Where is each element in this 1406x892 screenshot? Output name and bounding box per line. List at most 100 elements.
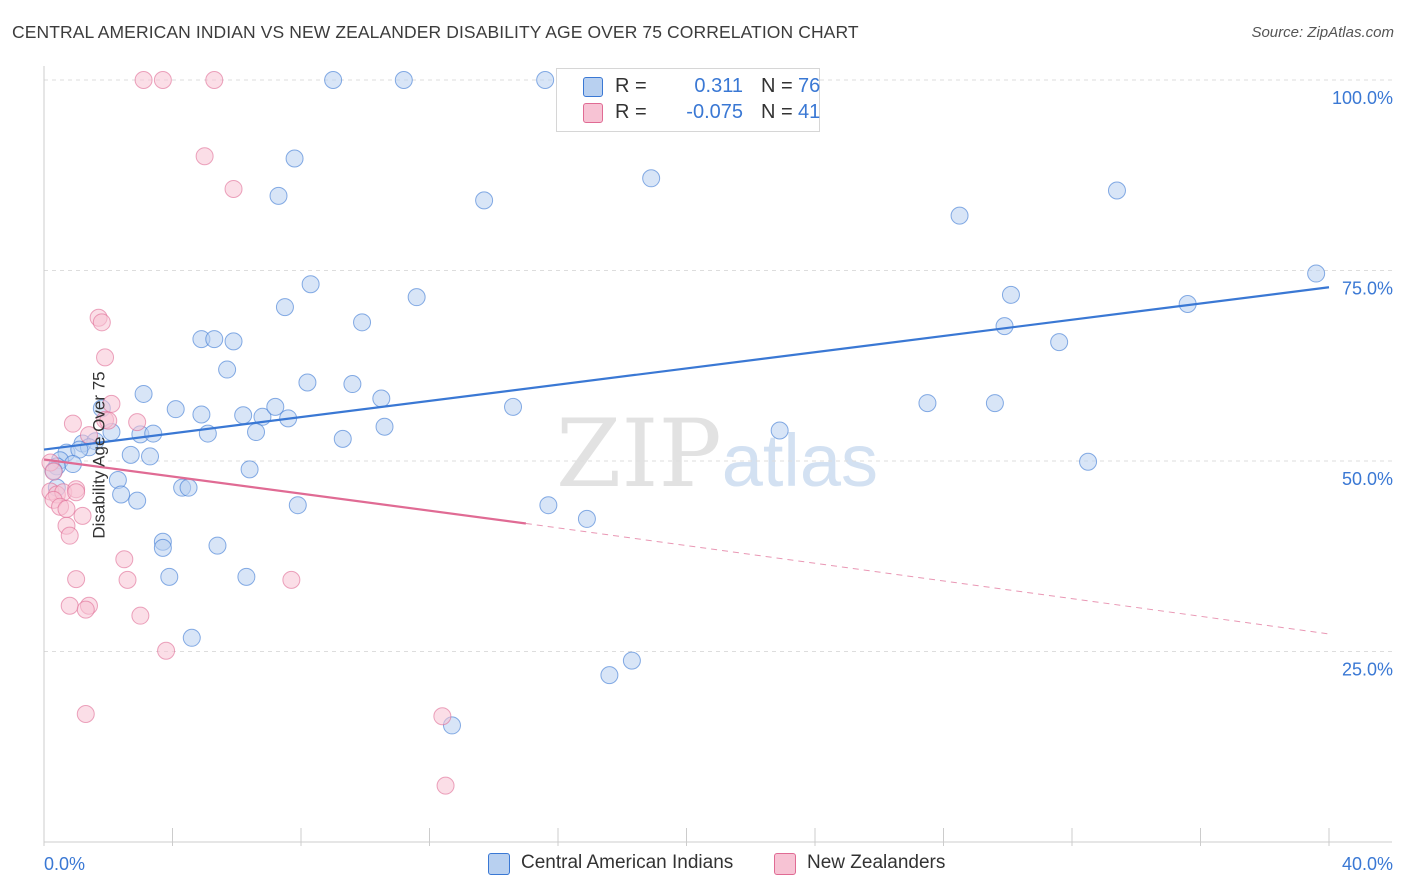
data-point-central-american-indians	[144, 424, 163, 443]
data-point-new-zealanders	[436, 776, 455, 795]
data-point-central-american-indians	[577, 509, 596, 528]
data-point-central-american-indians	[770, 421, 789, 440]
data-point-central-american-indians	[372, 389, 391, 408]
chart-title: CENTRAL AMERICAN INDIAN VS NEW ZEALANDER…	[12, 22, 859, 42]
data-point-central-american-indians	[353, 313, 372, 332]
data-point-new-zealanders	[73, 506, 92, 525]
data-point-new-zealanders	[60, 526, 79, 545]
legend-n-label: N =	[761, 75, 793, 97]
y-tick-label: 25.0%	[1342, 660, 1393, 680]
data-point-new-zealanders	[157, 641, 176, 660]
y-axis-label: Disability Age Over 75	[89, 371, 109, 539]
data-point-new-zealanders	[67, 570, 86, 589]
legend-r-label: R =	[615, 101, 647, 123]
legend-swatch-pink	[583, 103, 603, 123]
data-point-central-american-indians	[995, 317, 1014, 336]
data-point-central-american-indians	[324, 71, 343, 89]
data-point-new-zealanders	[282, 570, 301, 589]
data-point-central-american-indians	[504, 397, 523, 416]
data-point-central-american-indians	[269, 186, 288, 205]
data-point-central-american-indians	[288, 496, 307, 515]
data-point-new-zealanders	[67, 483, 86, 502]
data-point-central-american-indians	[1079, 452, 1098, 471]
data-point-central-american-indians	[224, 332, 243, 351]
bottom-legend-swatch-pink	[774, 853, 796, 875]
bottom-legend-label-pink: New Zealanders	[807, 852, 946, 873]
x-tick-label: 0.0%	[44, 854, 85, 874]
data-point-new-zealanders	[128, 413, 147, 432]
data-point-new-zealanders	[118, 570, 137, 589]
data-point-central-american-indians	[121, 445, 140, 464]
data-point-central-american-indians	[539, 496, 558, 515]
y-tick-label: 100.0%	[1332, 88, 1393, 108]
watermark-zip: ZIP	[556, 400, 722, 509]
data-point-central-american-indians	[182, 628, 201, 647]
data-point-central-american-indians	[600, 666, 619, 685]
data-point-central-american-indians	[343, 375, 362, 394]
x-tick-label: 40.0%	[1342, 854, 1393, 874]
data-point-central-american-indians	[112, 485, 131, 504]
trend-line-new-zealanders	[43, 458, 527, 525]
stats-legend: R = 0.311 N = 76 R = -0.075 N = 41	[556, 68, 820, 132]
legend-n-value: 76	[798, 75, 821, 97]
data-point-central-american-indians	[950, 206, 969, 225]
data-point-new-zealanders	[433, 707, 452, 726]
data-point-central-american-indians	[141, 447, 160, 466]
data-point-central-american-indians	[192, 405, 211, 424]
data-point-central-american-indians	[475, 191, 494, 210]
data-point-new-zealanders	[57, 500, 76, 519]
trend-line-extension-new-zealanders	[525, 522, 1330, 635]
data-point-central-american-indians	[1107, 181, 1126, 200]
data-point-new-zealanders	[96, 348, 115, 367]
data-point-new-zealanders	[99, 411, 118, 430]
data-point-new-zealanders	[153, 71, 172, 89]
data-point-central-american-indians	[285, 149, 304, 168]
y-tick-label: 50.0%	[1342, 469, 1393, 489]
data-point-central-american-indians	[298, 373, 317, 392]
data-point-central-american-indians	[218, 360, 237, 379]
data-point-central-american-indians	[166, 400, 185, 419]
legend-r-label: R =	[615, 75, 647, 97]
data-point-central-american-indians	[205, 330, 224, 349]
data-point-central-american-indians	[160, 567, 179, 586]
data-point-central-american-indians	[407, 288, 426, 307]
data-point-central-american-indians	[622, 651, 641, 670]
data-point-central-american-indians	[394, 71, 413, 89]
watermark: ZIPatlas	[556, 400, 878, 509]
legend-r-value: -0.075	[686, 101, 743, 123]
data-point-central-american-indians	[208, 536, 227, 555]
trend-line-central-american-indians	[43, 286, 1330, 451]
data-point-central-american-indians	[1307, 264, 1326, 283]
legend-n-value: 41	[798, 101, 821, 123]
data-point-central-american-indians	[642, 169, 661, 188]
legend-n-label: N =	[761, 101, 793, 123]
data-point-central-american-indians	[247, 423, 266, 442]
data-point-central-american-indians	[301, 275, 320, 294]
data-point-new-zealanders	[44, 462, 63, 481]
data-point-central-american-indians	[237, 567, 256, 586]
bottom-legend-swatch-blue	[488, 853, 510, 875]
data-point-new-zealanders	[92, 313, 111, 332]
y-tick-label: 75.0%	[1342, 279, 1393, 299]
data-point-new-zealanders	[63, 414, 82, 433]
data-point-new-zealanders	[131, 606, 150, 625]
data-point-new-zealanders	[134, 71, 153, 89]
data-point-new-zealanders	[76, 704, 95, 723]
data-point-new-zealanders	[195, 147, 214, 166]
data-point-central-american-indians	[128, 491, 147, 510]
legend-r-value: 0.311	[694, 75, 743, 97]
data-point-central-american-indians	[266, 397, 285, 416]
data-point-central-american-indians	[333, 429, 352, 448]
data-point-central-american-indians	[1050, 333, 1069, 352]
source-label: Source: ZipAtlas.com	[1251, 24, 1394, 41]
legend-swatch-blue	[583, 77, 603, 97]
data-point-central-american-indians	[134, 384, 153, 403]
data-point-central-american-indians	[234, 406, 253, 425]
data-point-central-american-indians	[240, 460, 259, 479]
data-point-new-zealanders	[115, 550, 134, 569]
bottom-legend-label-blue: Central American Indians	[521, 852, 734, 873]
data-point-central-american-indians	[918, 394, 937, 413]
data-point-central-american-indians	[179, 478, 198, 497]
data-point-central-american-indians	[275, 298, 294, 317]
